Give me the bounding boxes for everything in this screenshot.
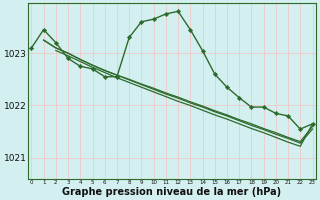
X-axis label: Graphe pression niveau de la mer (hPa): Graphe pression niveau de la mer (hPa) <box>62 187 282 197</box>
